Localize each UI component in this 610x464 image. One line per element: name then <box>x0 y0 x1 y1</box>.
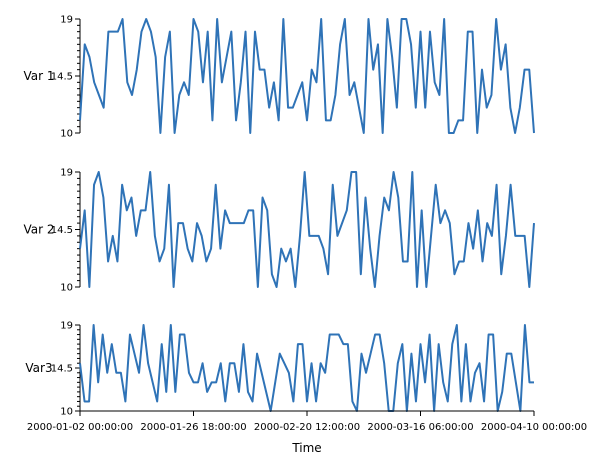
x-tick-label: 2000-04-10 00:00:00 <box>481 422 587 433</box>
y-tick-label: 19 <box>60 168 73 179</box>
y-tick-label: 10 <box>60 129 73 140</box>
y-tick-label: 14.5 <box>51 364 73 375</box>
y-tick-label: 10 <box>60 283 73 294</box>
y-axis-label-2: Var 2 <box>23 223 54 237</box>
x-tick-label: 2000-01-26 18:00:00 <box>140 422 246 433</box>
y-tick-label: 14.5 <box>51 72 73 83</box>
series-line-3 <box>79 324 534 412</box>
series-line-2 <box>79 171 535 288</box>
y-tick-label: 10 <box>60 407 73 418</box>
x-axis-label: Time <box>291 441 321 455</box>
y-axis-label-1: Var 1 <box>23 69 54 83</box>
y-tick-label: 19 <box>60 321 73 332</box>
series-line-1 <box>79 18 535 134</box>
y-tick-label: 19 <box>60 15 73 26</box>
x-tick-label: 2000-03-16 06:00:00 <box>367 422 473 433</box>
y-axis-label-3: Var3 <box>25 361 52 375</box>
x-tick-label: 2000-01-02 00:00:00 <box>27 422 133 433</box>
x-tick-label: 2000-02-20 12:00:00 <box>254 422 360 433</box>
y-tick-label: 14.5 <box>51 225 73 236</box>
